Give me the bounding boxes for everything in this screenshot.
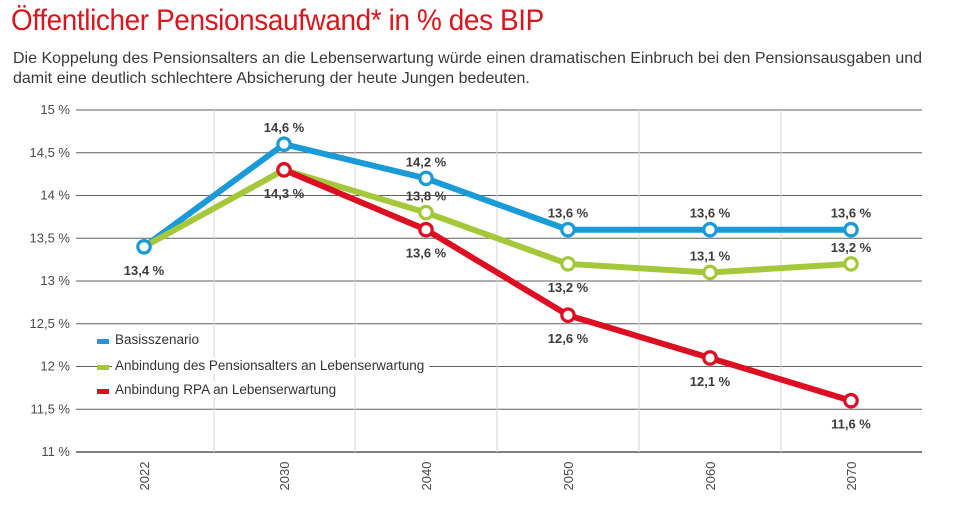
data-label: 13,1 %: [690, 248, 731, 263]
legend-swatch: [97, 339, 109, 344]
series-point: [560, 256, 576, 272]
data-label: 12,6 %: [548, 331, 589, 346]
y-tick-label: 15 %: [40, 102, 70, 117]
y-tick-label: 14,5 %: [30, 145, 71, 160]
series-point: [702, 264, 718, 281]
series-point: [276, 162, 292, 178]
y-axis-ticks: 15 % 14,5 % 14 % 13,5 % 13 % 12,5 % 12 % 11,5 %…: [30, 102, 71, 459]
y-tick-label: 11 %: [41, 444, 70, 459]
y-tick-label: 11,5 %: [30, 401, 70, 416]
data-label: 12,1 %: [690, 374, 731, 389]
x-tick-label: 2030: [277, 462, 292, 491]
legend-label-bg: [112, 358, 430, 374]
data-label: 11,6 %: [831, 417, 871, 432]
legend-label: Anbindung des Pensionsalters an Lebenser…: [115, 358, 424, 373]
x-tick-label: 2040: [419, 462, 434, 491]
series-point: [560, 221, 576, 238]
y-tick-label: 12,5 %: [30, 316, 71, 331]
x-axis-ticks: 2022 2030 2040 2050 2060 2070: [137, 462, 859, 491]
series-point: [702, 221, 718, 238]
series-point: [136, 239, 152, 255]
chart-grid: [76, 109, 922, 453]
data-label: 13,6 %: [406, 246, 447, 261]
legend-swatch: [97, 389, 109, 394]
data-label: 13,2 %: [548, 280, 589, 295]
legend-label-bg: [112, 332, 205, 348]
legend-label: Basisszenario: [115, 332, 199, 347]
series-line: [141, 166, 854, 276]
series-point: [418, 170, 434, 187]
data-labels: 13,4 % 14,6 % 14,2 % 13,6 % 13,6 % 13,6 % 14,3…: [124, 120, 872, 432]
chart-legend: Basisszenario Anbindung des Pensionsalter…: [97, 332, 430, 398]
series-point: [418, 221, 434, 238]
x-tick-label: 2070: [844, 462, 859, 491]
series-point: [276, 136, 292, 152]
x-tick-label: 2050: [561, 462, 576, 491]
y-tick-label: 12 %: [40, 359, 70, 374]
chart-series: [136, 136, 859, 409]
series-point: [843, 221, 859, 238]
series-point: [843, 392, 859, 409]
data-label: 13,6 %: [548, 206, 589, 221]
chart-subtitle: Die Koppelung des Pensionsalters an die …: [13, 50, 923, 87]
y-tick-label: 13 %: [40, 273, 70, 288]
data-label: 13,2 %: [831, 240, 872, 255]
series-point: [560, 307, 576, 323]
data-label: 13,8 %: [406, 189, 447, 204]
data-label: 14,2 %: [406, 154, 447, 169]
chart-title: Öffentlicher Pensionsaufwand* in % des B…: [11, 4, 544, 37]
x-tick-label: 2022: [137, 462, 152, 491]
legend-swatch: [97, 365, 109, 370]
y-tick-label: 13,5 %: [30, 230, 71, 245]
data-label: 13,6 %: [690, 206, 731, 221]
x-tick-label: 2060: [703, 462, 718, 491]
data-label: 13,4 %: [124, 263, 165, 278]
legend-label-bg: [112, 382, 342, 398]
series-line: [141, 141, 854, 250]
legend-label: Anbindung RPA an Lebenserwartung: [115, 382, 336, 397]
data-label: 14,3 %: [264, 186, 305, 201]
data-label: 14,6 %: [264, 120, 305, 135]
series-point: [702, 350, 718, 366]
data-label: 13,6 %: [831, 206, 872, 221]
y-tick-label: 14 %: [40, 188, 70, 203]
series-point: [418, 204, 434, 221]
series-point: [843, 256, 859, 272]
